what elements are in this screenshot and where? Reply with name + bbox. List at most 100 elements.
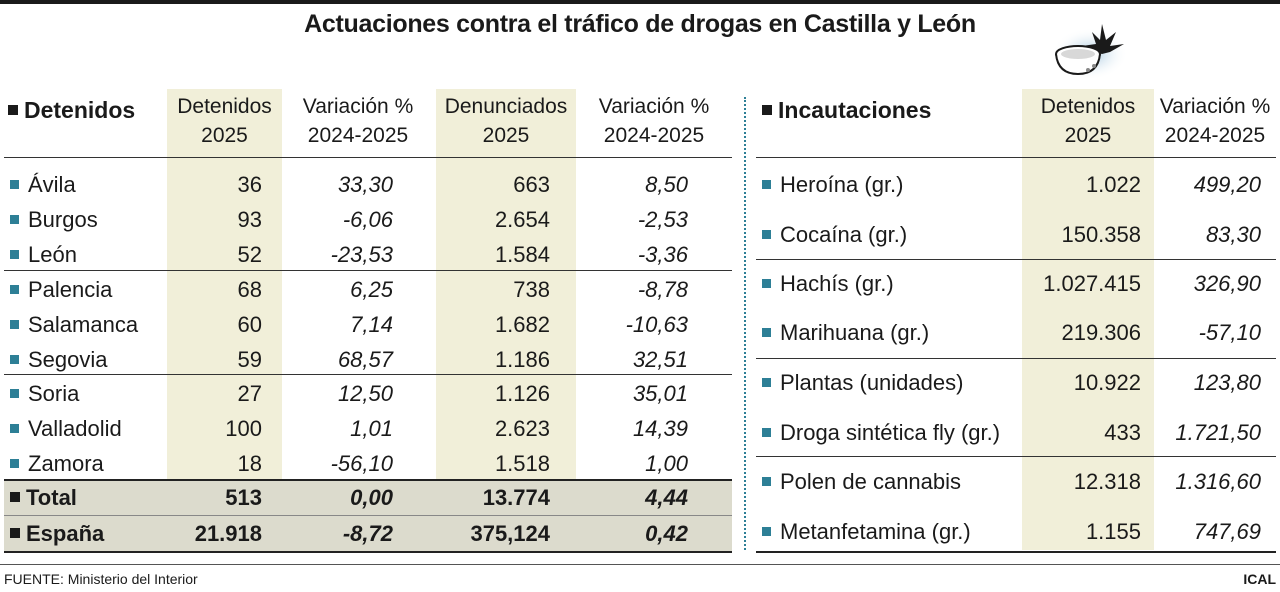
value-cell: -8,72 xyxy=(342,521,393,546)
bullet-icon xyxy=(762,328,771,337)
header-rule xyxy=(4,157,732,158)
table-divider xyxy=(744,97,746,550)
value-cell: 4,44 xyxy=(645,485,688,510)
col-header-line: Denunciados xyxy=(444,95,568,118)
value-cell: 1.022 xyxy=(1085,172,1141,197)
value-cell: 2.623 xyxy=(494,416,550,441)
square-bullet-icon xyxy=(10,528,20,538)
value-cell: 32,51 xyxy=(632,347,688,372)
col-header: Variación % 2024-2025 xyxy=(288,92,428,150)
row-label: Polen de cannabis xyxy=(780,469,962,494)
value-cell: 326,90 xyxy=(1193,271,1261,296)
group-rule xyxy=(4,374,732,375)
value-cell: -8,78 xyxy=(637,277,688,302)
value-cell: 1.316,60 xyxy=(1175,469,1261,494)
row-label: Soria xyxy=(28,381,80,406)
table-row: León 52 -23,53 1.584 -3,36 xyxy=(0,237,740,272)
col-header: Detenidos 2025 xyxy=(1022,92,1154,150)
col-header-line: Variación % xyxy=(302,95,414,118)
table-row: Metanfetamina (gr.) 1.155 747,69 xyxy=(756,514,1276,549)
total-rule xyxy=(4,479,732,481)
value-cell: 747,69 xyxy=(1193,519,1261,544)
section-detenidos: Detenidos xyxy=(8,97,135,124)
value-cell: 6,25 xyxy=(350,277,393,302)
table-bottom-rule xyxy=(4,551,732,553)
value-cell: 219.306 xyxy=(1061,320,1141,345)
row-label: Palencia xyxy=(28,277,113,302)
value-cell: 1.518 xyxy=(494,451,550,476)
spain-row: España 21.918 -8,72 375,124 0,42 xyxy=(0,516,740,551)
col-header: Denunciados 2025 xyxy=(436,92,576,150)
row-label: Burgos xyxy=(28,207,98,232)
value-cell: 150.358 xyxy=(1061,222,1141,247)
value-cell: 12.318 xyxy=(1073,469,1141,494)
value-cell: 27 xyxy=(237,381,262,406)
row-label: Droga sintética fly (gr.) xyxy=(780,420,1001,445)
value-cell: 13.774 xyxy=(482,485,550,510)
table-row: Hachís (gr.) 1.027.415 326,90 xyxy=(756,266,1276,301)
table-row: Segovia 59 68,57 1.186 32,51 xyxy=(0,342,740,377)
table-row: Zamora 18 -56,10 1.518 1,00 xyxy=(0,446,740,481)
value-cell: 0,00 xyxy=(350,485,393,510)
row-label: Ávila xyxy=(28,172,76,197)
row-label: Salamanca xyxy=(28,312,139,337)
value-cell: 68,57 xyxy=(337,347,393,372)
value-cell: 1,01 xyxy=(350,416,393,441)
bullet-icon xyxy=(762,279,771,288)
bullet-icon xyxy=(762,378,771,387)
value-cell: 21.918 xyxy=(194,521,262,546)
row-label: León xyxy=(28,242,77,267)
shade-col-detenidos xyxy=(167,89,282,479)
bullet-icon xyxy=(10,389,19,398)
table-row: Cocaína (gr.) 150.358 83,30 xyxy=(756,217,1276,252)
value-cell: 433 xyxy=(1104,420,1141,445)
row-label: Heroína (gr.) xyxy=(780,172,904,197)
value-cell: -3,36 xyxy=(637,242,688,267)
bullet-icon xyxy=(10,285,19,294)
footer-rule xyxy=(0,564,1280,565)
col-header-line: 2024-2025 xyxy=(603,124,705,147)
value-cell: 8,50 xyxy=(645,172,688,197)
value-cell: -6,06 xyxy=(342,207,393,232)
bullet-icon xyxy=(10,180,19,189)
row-label: Plantas (unidades) xyxy=(780,370,964,395)
top-rule xyxy=(0,0,1280,4)
row-label: Valladolid xyxy=(28,416,122,441)
square-bullet-icon xyxy=(8,105,18,115)
bullet-icon xyxy=(10,424,19,433)
value-cell: 1,00 xyxy=(645,451,688,476)
table-row: Marihuana (gr.) 219.306 -57,10 xyxy=(756,315,1276,350)
value-cell: 1.186 xyxy=(494,347,550,372)
group-rule xyxy=(756,358,1276,359)
row-label: Metanfetamina (gr.) xyxy=(780,519,971,544)
value-cell: -10,63 xyxy=(625,312,688,337)
value-cell: -57,10 xyxy=(1198,320,1261,345)
value-cell: 2.654 xyxy=(494,207,550,232)
value-cell: 375,124 xyxy=(470,521,550,546)
source-note: FUENTE: Ministerio del Interior xyxy=(4,571,198,587)
col-header-line: Variación % xyxy=(1159,95,1271,118)
shade-col-incautaciones-detenidos xyxy=(1022,89,1154,550)
chart-title: Actuaciones contra el tráfico de drogas … xyxy=(304,10,976,38)
table-row: Ávila 36 33,30 663 8,50 xyxy=(0,167,740,202)
value-cell: 123,80 xyxy=(1193,370,1261,395)
table-row: Polen de cannabis 12.318 1.316,60 xyxy=(756,464,1276,499)
value-cell: 1.155 xyxy=(1085,519,1141,544)
col-header-line: 2024-2025 xyxy=(307,124,409,147)
row-label: Zamora xyxy=(28,451,104,476)
col-header: Detenidos 2025 xyxy=(167,92,282,150)
value-cell: 35,01 xyxy=(632,381,688,406)
value-cell: -2,53 xyxy=(637,207,688,232)
group-rule xyxy=(756,456,1276,457)
table-row: Soria 27 12,50 1.126 35,01 xyxy=(0,376,740,411)
bullet-icon xyxy=(762,527,771,536)
table-row: Burgos 93 -6,06 2.654 -2,53 xyxy=(0,202,740,237)
bullet-icon xyxy=(762,428,771,437)
bullet-icon xyxy=(10,459,19,468)
value-cell: 93 xyxy=(237,207,262,232)
value-cell: 513 xyxy=(225,485,262,510)
col-header-line: Detenidos xyxy=(177,95,272,118)
value-cell: 499,20 xyxy=(1193,172,1261,197)
col-header-line: Detenidos xyxy=(1040,95,1136,118)
bullet-icon xyxy=(762,230,771,239)
